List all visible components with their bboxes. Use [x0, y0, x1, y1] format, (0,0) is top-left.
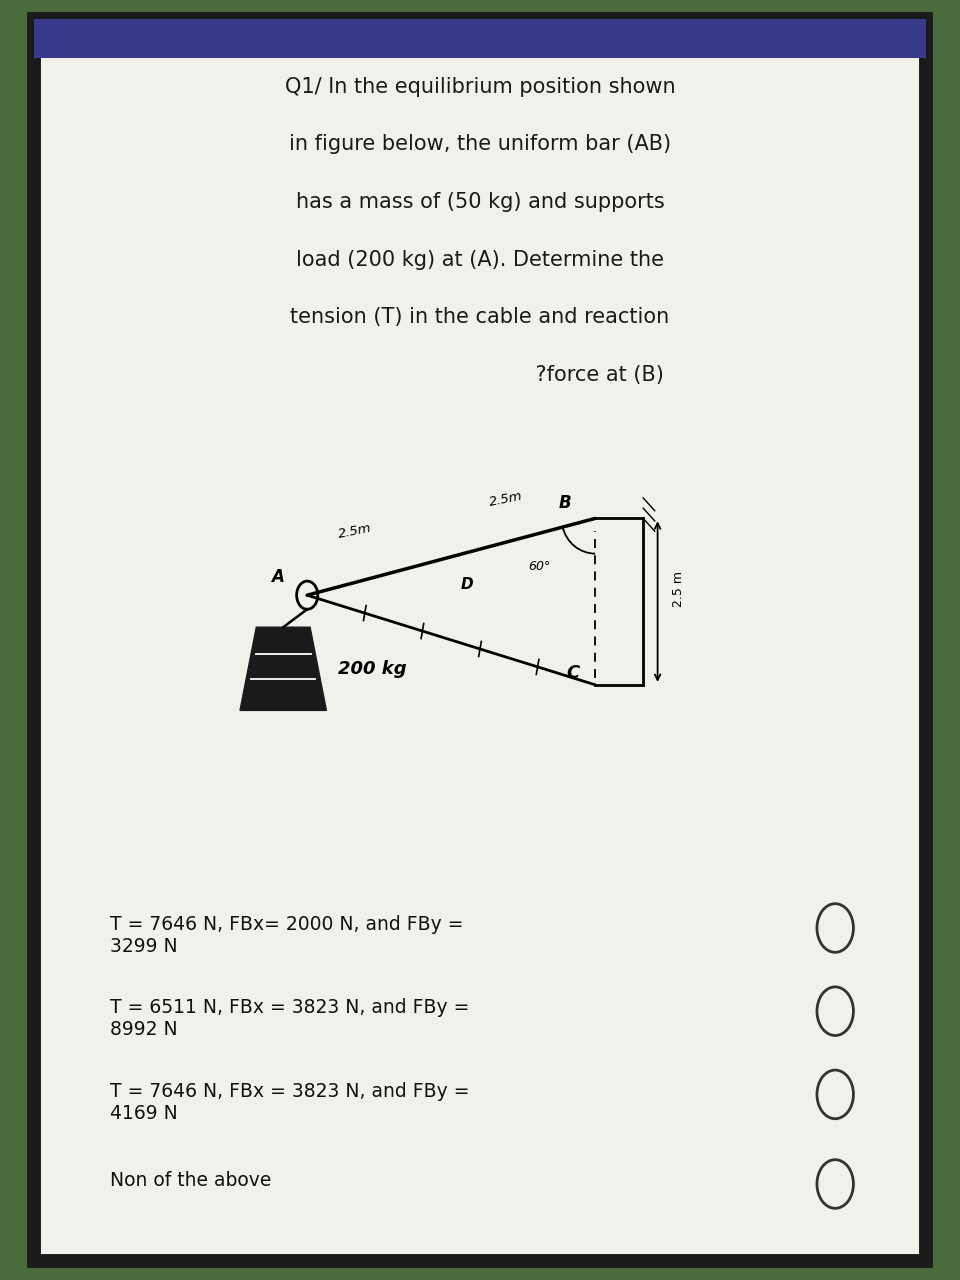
Text: 2.5m: 2.5m: [337, 521, 373, 540]
Text: A: A: [271, 568, 283, 586]
Polygon shape: [240, 627, 326, 710]
Text: 2.5 m: 2.5 m: [672, 571, 685, 607]
Text: T = 7646 N, FBx= 2000 N, and FBy =
3299 N: T = 7646 N, FBx= 2000 N, and FBy = 3299 …: [110, 915, 464, 956]
Text: tension (T) in the cable and reaction: tension (T) in the cable and reaction: [290, 307, 670, 328]
Text: 60°: 60°: [528, 559, 550, 572]
Text: 200 kg: 200 kg: [338, 659, 406, 678]
Text: Q1/ In the equilibrium position shown: Q1/ In the equilibrium position shown: [285, 77, 675, 97]
Text: C: C: [566, 664, 580, 682]
FancyBboxPatch shape: [34, 19, 926, 1261]
Text: T = 6511 N, FBx = 3823 N, and FBy =
8992 N: T = 6511 N, FBx = 3823 N, and FBy = 8992…: [110, 998, 469, 1039]
Text: in figure below, the uniform bar (AB): in figure below, the uniform bar (AB): [289, 134, 671, 155]
Text: Non of the above: Non of the above: [110, 1171, 272, 1190]
Text: T = 7646 N, FBx = 3823 N, and FBy =
4169 N: T = 7646 N, FBx = 3823 N, and FBy = 4169…: [110, 1082, 469, 1123]
Text: has a mass of (50 kg) and supports: has a mass of (50 kg) and supports: [296, 192, 664, 212]
Text: D: D: [461, 577, 473, 591]
Text: 2.5m: 2.5m: [488, 489, 524, 508]
Text: B: B: [559, 494, 571, 512]
FancyBboxPatch shape: [34, 19, 926, 58]
Text: ?force at (B): ?force at (B): [297, 365, 663, 385]
Text: load (200 kg) at (A). Determine the: load (200 kg) at (A). Determine the: [296, 250, 664, 270]
